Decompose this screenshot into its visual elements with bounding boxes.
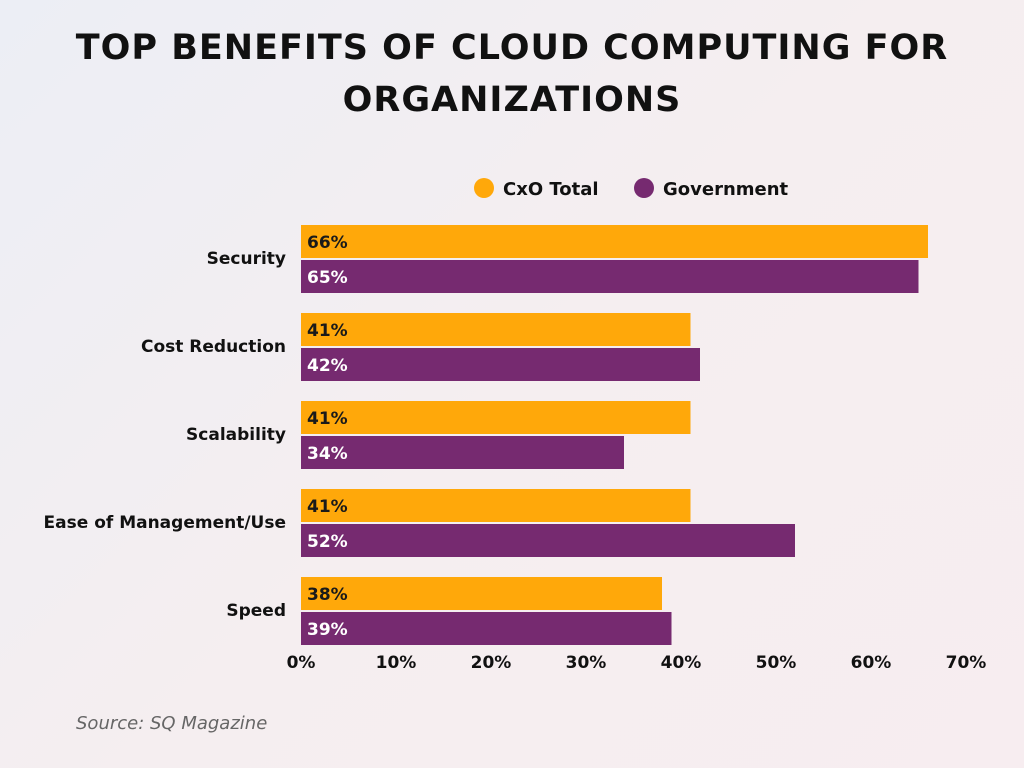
bar bbox=[301, 436, 624, 469]
source-note: Source: SQ Magazine bbox=[76, 713, 268, 734]
bar bbox=[301, 260, 919, 293]
data-label: 41% bbox=[307, 321, 348, 341]
chart-title-line-1: TOP BENEFITS OF CLOUD COMPUTING FOR bbox=[75, 28, 949, 68]
x-tick-label: 40% bbox=[661, 653, 702, 673]
x-tick-label: 50% bbox=[756, 653, 797, 673]
data-label: 39% bbox=[307, 620, 348, 640]
data-label: 65% bbox=[307, 268, 348, 288]
category-label: Ease of Management/Use bbox=[44, 513, 286, 533]
legend-marker bbox=[474, 178, 494, 198]
data-label: 42% bbox=[307, 356, 348, 376]
data-label: 41% bbox=[307, 409, 348, 429]
data-label: 52% bbox=[307, 532, 348, 552]
legend-label: CxO Total bbox=[503, 179, 599, 200]
x-tick-label: 0% bbox=[287, 653, 316, 673]
category-label: Security bbox=[207, 249, 286, 269]
bar bbox=[301, 348, 700, 381]
data-label: 34% bbox=[307, 444, 348, 464]
chart-title-line-2: ORGANIZATIONS bbox=[342, 80, 682, 120]
x-tick-label: 70% bbox=[946, 653, 987, 673]
bar bbox=[301, 489, 691, 522]
x-tick-label: 10% bbox=[376, 653, 417, 673]
category-label: Cost Reduction bbox=[141, 337, 286, 357]
x-tick-label: 30% bbox=[566, 653, 607, 673]
category-label: Speed bbox=[226, 601, 286, 621]
bar bbox=[301, 401, 691, 434]
x-tick-label: 20% bbox=[471, 653, 512, 673]
bar bbox=[301, 577, 662, 610]
legend-marker bbox=[634, 178, 654, 198]
data-label: 41% bbox=[307, 497, 348, 517]
bar bbox=[301, 313, 691, 346]
data-label: 38% bbox=[307, 585, 348, 605]
legend-label: Government bbox=[663, 179, 789, 200]
chart-title: TOP BENEFITS OF CLOUD COMPUTING FOR ORGA… bbox=[0, 22, 1024, 126]
bar bbox=[301, 524, 795, 557]
x-tick-label: 60% bbox=[851, 653, 892, 673]
bar bbox=[301, 225, 928, 258]
bar bbox=[301, 612, 672, 645]
data-label: 66% bbox=[307, 233, 348, 253]
category-label: Scalability bbox=[186, 425, 286, 445]
